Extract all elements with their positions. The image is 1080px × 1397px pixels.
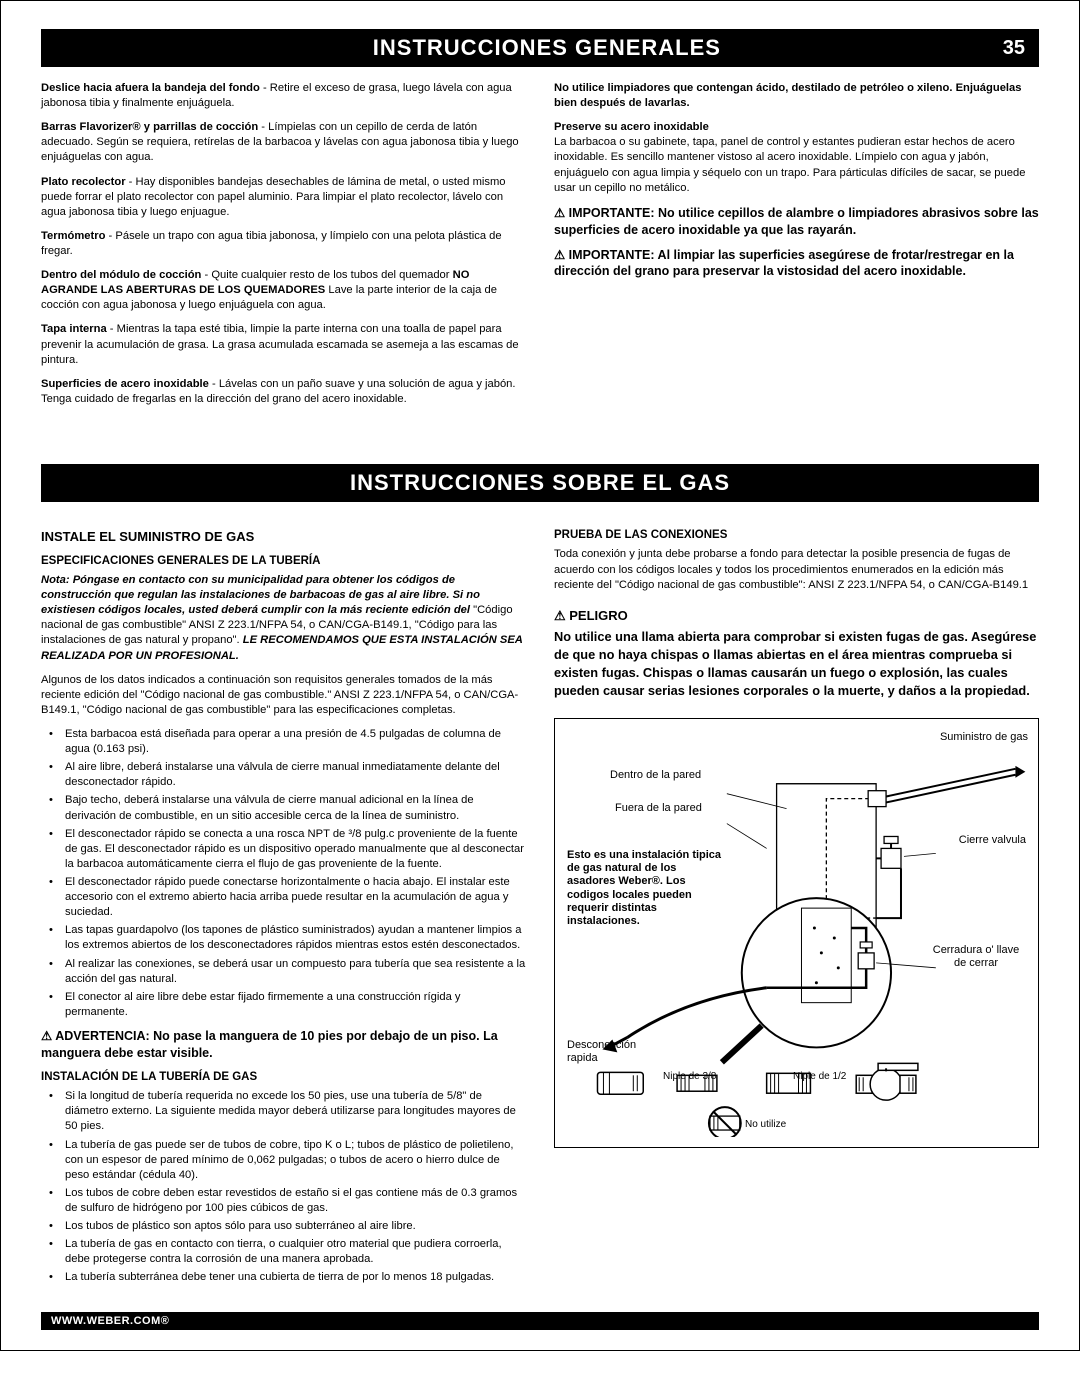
p-nolimpiadores: No utilice limpiadores que contengan áci… xyxy=(554,81,1039,111)
col-right-1: No utilice limpiadores que contengan áci… xyxy=(554,81,1039,416)
h-peligro: ⚠ PELIGRO xyxy=(554,607,1039,625)
col-left-1: Deslice hacia afuera la bandeja del fond… xyxy=(41,81,526,416)
preserve-head: Preserve su acero inoxidable xyxy=(554,121,709,133)
lbl-outside: Fuera de la pared xyxy=(615,802,702,815)
header-bar-1: INSTRUCCIONES GENERALES 35 xyxy=(41,29,1039,67)
warn-manguera: ⚠ ADVERTENCIA: No pase la manguera de 10… xyxy=(41,1028,526,1062)
lbl-nouse: No utilize xyxy=(745,1119,786,1131)
b5: Tapa interna xyxy=(41,323,107,335)
li: Bajo techo, deberá instalarse una válvul… xyxy=(41,793,526,823)
t5: - Mientras la tapa esté tibia, limpie la… xyxy=(41,323,519,365)
lbl-n38: Niple de 3/8 xyxy=(663,1071,716,1083)
p-prueba: Toda conexión y junta debe probarse a fo… xyxy=(554,547,1039,592)
p-superficies: Superficies de acero inoxidable - Lávela… xyxy=(41,377,526,407)
li: Los tubos de cobre deben estar revestido… xyxy=(41,1186,526,1216)
p-modulo: Dentro del módulo de cocción - Quite cua… xyxy=(41,268,526,313)
h-especificaciones: ESPECIFICACIONES GENERALES DE LA TUBERÍA xyxy=(41,554,526,570)
li: Si la longitud de tubería requerida no e… xyxy=(41,1089,526,1134)
p-bandeja: Deslice hacia afuera la bandeja del fond… xyxy=(41,81,526,111)
lbl-disc: Desconección rapida xyxy=(567,1039,647,1065)
lbl-valve: Cierre valvula xyxy=(959,834,1026,847)
lbl-supply: Suministro de gas xyxy=(940,731,1028,744)
h-instalacion: INSTALACIÓN DE LA TUBERÍA DE GAS xyxy=(41,1070,526,1086)
gas-col-left: INSTALE EL SUMINISTRO DE GAS ESPECIFICAC… xyxy=(41,518,526,1294)
p-peligro: No utilice una llama abierta para compro… xyxy=(554,628,1039,700)
li: La tubería subterránea debe tener una cu… xyxy=(41,1270,526,1285)
li: Las tapas guardapolvo (los tapones de pl… xyxy=(41,923,526,953)
li: La tubería de gas en contacto con tierra… xyxy=(41,1237,526,1267)
t3: - Pásele un trapo con agua tibia jabonos… xyxy=(41,230,502,257)
gas-col-right: PRUEBA DE LAS CONEXIONES Toda conexión y… xyxy=(554,518,1039,1294)
header-title-1: INSTRUCCIONES GENERALES xyxy=(91,35,1003,61)
li: Al realizar las conexiones, se deberá us… xyxy=(41,957,526,987)
footer-bar: WWW.WEBER.COM® xyxy=(41,1312,1039,1330)
li: El desconectador rápido puede conectarse… xyxy=(41,875,526,920)
bullets-instal: Si la longitud de tubería requerida no e… xyxy=(41,1089,526,1285)
p-termo: Termómetro - Pásele un trapo con agua ti… xyxy=(41,229,526,259)
p-flavorizer: Barras Flavorizer® y parrillas de cocció… xyxy=(41,120,526,165)
bullets-spec: Esta barbacoa está diseñada para operar … xyxy=(41,727,526,1020)
preserve-body: La barbacoa o su gabinete, tapa, panel d… xyxy=(554,136,1025,193)
p-note: Nota: Póngase en contacto con su municip… xyxy=(41,573,526,664)
gas-diagram: Suministro de gas Dentro de la pared Fue… xyxy=(554,718,1039,1148)
b1: Barras Flavorizer® y parrillas de cocció… xyxy=(41,121,258,133)
header-bar-2: INSTRUCCIONES SOBRE EL GAS xyxy=(41,464,1039,502)
lbl-lock: Cerradura o' llave de cerrar xyxy=(926,944,1026,970)
li: Esta barbacoa está diseñada para operar … xyxy=(41,727,526,757)
note-i: Nota: Póngase en contacto con su municip… xyxy=(41,574,480,616)
warn-frotar: ⚠ IMPORTANTE: Al limpiar las superficies… xyxy=(554,247,1039,281)
li: Los tubos de plástico son aptos sólo par… xyxy=(41,1219,526,1234)
b6: Superficies de acero inoxidable xyxy=(41,378,209,390)
li: El desconectador rápido se conecta a una… xyxy=(41,827,526,872)
b0: Deslice hacia afuera la bandeja del fond… xyxy=(41,82,260,94)
b2: Plato recolector xyxy=(41,176,126,188)
li: La tubería de gas puede ser de tubos de … xyxy=(41,1138,526,1183)
p-preserve: Preserve su acero inoxidable La barbacoa … xyxy=(554,120,1039,196)
gas-columns: INSTALE EL SUMINISTRO DE GAS ESPECIFICAC… xyxy=(41,518,1039,1294)
lbl-n12: Niple de 1/2 xyxy=(793,1071,846,1083)
h-instale: INSTALE EL SUMINISTRO DE GAS xyxy=(41,528,526,546)
b4: Dentro del módulo de cocción xyxy=(41,269,201,281)
lbl-inside: Dentro de la pared xyxy=(610,769,701,782)
p-tapa: Tapa interna - Mientras la tapa esté tib… xyxy=(41,322,526,367)
general-instructions-columns: Deslice hacia afuera la bandeja del fond… xyxy=(41,81,1039,416)
li: El conector al aire libre debe estar fij… xyxy=(41,990,526,1020)
h-prueba: PRUEBA DE LAS CONEXIONES xyxy=(554,528,1039,544)
page-number: 35 xyxy=(1003,37,1025,60)
p-plato: Plato recolector - Hay disponibles bande… xyxy=(41,175,526,220)
page: INSTRUCCIONES GENERALES 35 Deslice hacia… xyxy=(0,0,1080,1351)
warn-cepillos: ⚠ IMPORTANTE: No utilice cepillos de ala… xyxy=(554,205,1039,239)
li: Al aire libre, deberá instalarse una vál… xyxy=(41,760,526,790)
p-algunos: Algunos de los datos indicados a continu… xyxy=(41,673,526,718)
b3: Termómetro xyxy=(41,230,105,242)
lbl-note: Esto es una instalación tipica de gas na… xyxy=(567,849,727,928)
